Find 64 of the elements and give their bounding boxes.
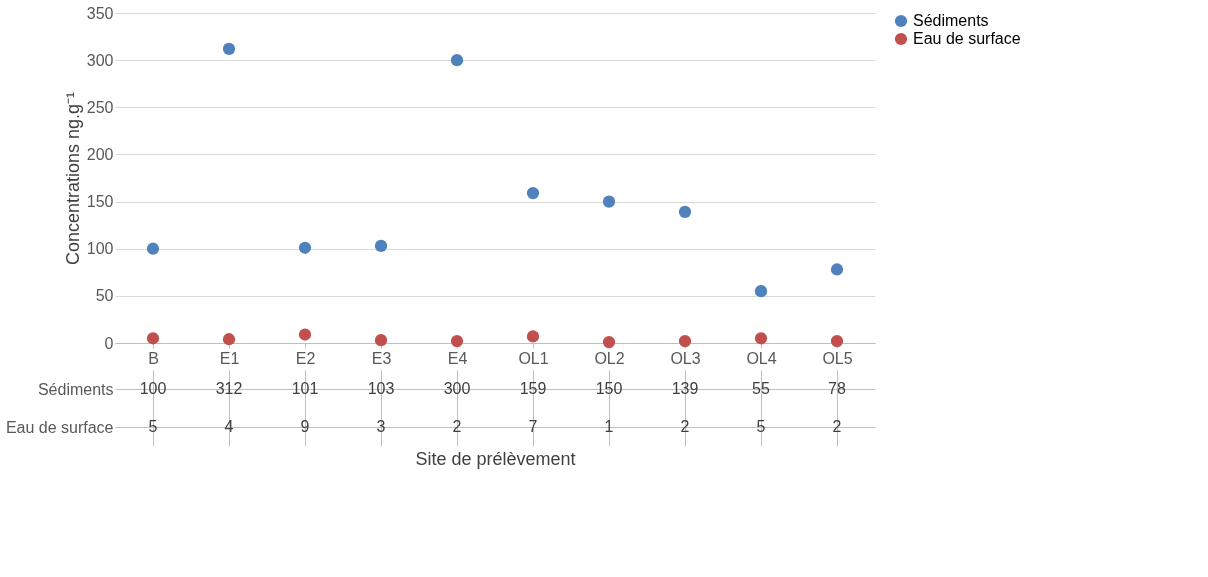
point	[678, 205, 692, 219]
data-label: 101	[291, 380, 319, 397]
data-label: 2	[452, 418, 462, 435]
data-label: 55	[752, 380, 770, 397]
point	[222, 333, 236, 346]
point	[526, 330, 540, 343]
point	[602, 195, 616, 208]
y-tick-label: 200	[86, 145, 114, 163]
legend-label: Sédiments	[913, 12, 989, 29]
legend-label: Eau de surface	[913, 30, 1021, 47]
data-label: 312	[215, 380, 243, 397]
x-tick-label: OL1	[518, 349, 549, 367]
data-label: 159	[519, 380, 547, 397]
y-tick-label: 250	[86, 98, 114, 116]
data-label: 78	[828, 380, 846, 397]
y-tick-label: 50	[95, 287, 114, 305]
point	[146, 242, 160, 255]
text: Eau de surface	[5, 418, 114, 436]
text: Sédiments	[37, 380, 114, 398]
point	[754, 285, 768, 298]
point	[298, 241, 312, 254]
data-label: 5	[756, 418, 766, 435]
data-label: 300	[443, 380, 471, 397]
point	[526, 186, 540, 200]
point	[450, 54, 464, 67]
y-tick-label: 0	[104, 334, 114, 352]
data-label: 100	[139, 380, 167, 397]
point	[602, 335, 616, 349]
data-label: 139	[671, 380, 699, 397]
point	[450, 335, 464, 348]
x-axis-title: Site de prélèvement	[415, 448, 576, 469]
data-label: 1	[604, 418, 614, 435]
point	[146, 332, 160, 345]
x-tick-label: OL3	[670, 349, 701, 367]
point	[830, 263, 844, 276]
y-tick-label: 300	[86, 51, 114, 69]
x-tick-label: E3	[371, 349, 392, 367]
x-tick-label: B	[148, 349, 159, 367]
y-tick-label: 350	[86, 4, 114, 22]
x-tick-label: OL4	[746, 349, 777, 367]
point	[374, 239, 388, 252]
data-label: 3	[376, 418, 386, 435]
point	[830, 335, 844, 348]
x-tick-label: OL2	[594, 349, 625, 367]
point	[374, 334, 388, 347]
data-label: 150	[595, 380, 623, 397]
y-axis-title: Concentrations ng.g⁻¹	[62, 91, 83, 266]
x-tick-label: E4	[447, 349, 468, 367]
x-tick-label: E2	[295, 349, 316, 367]
data-label: 103	[367, 380, 395, 397]
data-label: 5	[148, 418, 158, 435]
point	[222, 42, 236, 55]
y-tick-label: 100	[86, 240, 114, 258]
data-label: 9	[300, 418, 310, 435]
point	[754, 332, 768, 345]
point	[678, 335, 692, 348]
point	[298, 328, 312, 341]
data-label: 7	[528, 418, 538, 435]
data-label: 2	[832, 418, 842, 435]
data-label: 2	[680, 418, 690, 435]
data-label: 4	[224, 418, 234, 435]
x-tick-label: E1	[219, 349, 240, 367]
x-tick-label: OL5	[822, 349, 853, 367]
y-tick-label: 150	[86, 193, 114, 211]
